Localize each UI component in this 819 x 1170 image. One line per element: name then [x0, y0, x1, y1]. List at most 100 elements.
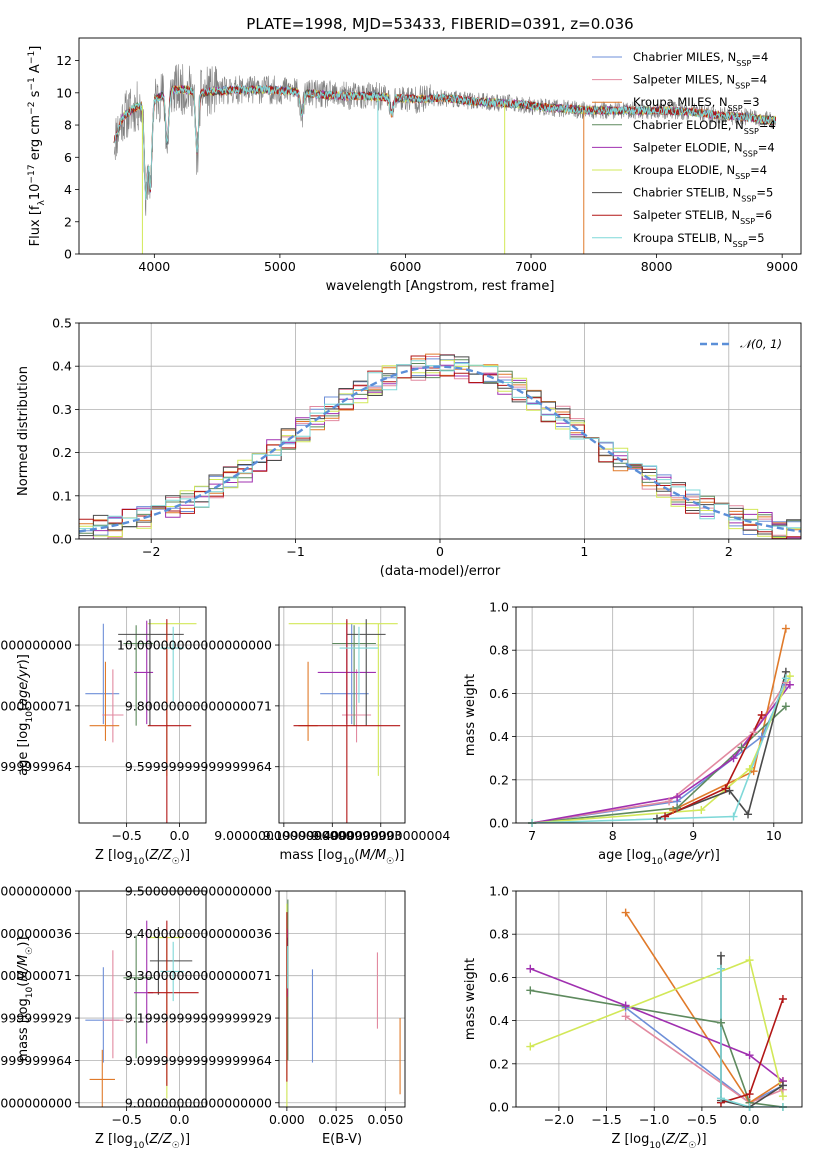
- x-tick-label: −1: [286, 544, 304, 559]
- x-tick-label: 0.025: [318, 1112, 354, 1127]
- x-tick-label: 2: [725, 544, 733, 559]
- errorbar-point: [89, 1049, 115, 1107]
- age_vs_mass-plot-area: [279, 607, 405, 823]
- y-tick-label: 9.59999999999999964: [0, 759, 72, 774]
- mass-weight-marker: [721, 784, 730, 793]
- legend-entry: Salpeter STELIB, NSSP=6: [633, 208, 772, 226]
- mass-weight-marker: [778, 1092, 787, 1101]
- x-tick-label: 0.0: [170, 1112, 190, 1127]
- x-tick-label: 7: [528, 828, 536, 843]
- y-tick-label: 0: [64, 247, 72, 262]
- y-tick-label: 0.6: [489, 686, 509, 701]
- legend-entry: Kroupa STELIB, NSSP=5: [633, 231, 765, 249]
- mass-weight-marker: [757, 732, 766, 741]
- weight_vs_age-frame: [515, 606, 803, 824]
- y-tick-label: 1.0: [489, 884, 509, 899]
- y-tick-label: 9.59999999999999964: [125, 759, 272, 774]
- y-tick-label: 9.19999999999999929: [0, 1011, 72, 1026]
- x-axis-label: wavelength [Angstrom, rest frame]: [326, 279, 555, 294]
- x-axis-label: Z [log10(Z/Z☉)]: [95, 848, 190, 867]
- x-tick-label: 6000: [390, 259, 422, 274]
- legend-entry: Chabrier ELODIE, NSSP=4: [633, 118, 776, 136]
- mass-weight-marker: [757, 711, 766, 719]
- mass-weight-marker: [729, 754, 738, 763]
- y-tick-label: 6: [64, 150, 72, 165]
- x-tick-label: 9.1999999999999993: [263, 828, 402, 843]
- x-tick-label: 9.0000000000000000: [214, 828, 353, 843]
- y-tick-label: 1.0: [489, 600, 509, 615]
- spectrum-legend: Chabrier MILES, NSSP=4 Salpeter MILES, NS…: [592, 50, 776, 248]
- y-axis-label: age [log10(age/yr)]: [16, 654, 35, 776]
- x-tick-label: 4000: [138, 259, 170, 274]
- residuals-panel: −2 −1 0 1 2 0.0 0.1 0.2 0.3 0.4 0.5 (data-model)/er…: [16, 316, 801, 579]
- spectrum-plot-area: [113, 64, 777, 254]
- y-tick-label: 0.2: [489, 772, 509, 787]
- y-tick-label: 9.00000000000000000: [125, 1095, 272, 1110]
- legend-entry: Kroupa MILES, NSSP=3: [633, 95, 760, 113]
- mass-weight-marker: [785, 672, 794, 681]
- errorbar-point: [332, 625, 376, 726]
- x-tick-label: 10: [766, 828, 782, 843]
- errorbar-point: [288, 623, 398, 776]
- mass_vs_Z-panel: −0.5 0.0 9.00000000000000000 9.099999999999…: [0, 884, 206, 1151]
- mass-weight-marker: [745, 956, 754, 965]
- age_vs_mass-frame: [278, 606, 406, 824]
- y-axis-label: Normed distribution: [16, 366, 31, 496]
- mass-weight-line: [720, 955, 784, 1107]
- chart-title: PLATE=1998, MJD=53433, FIBERID=0391, z=0…: [246, 15, 633, 33]
- y-axis-label: Flux [fλ10−17 erg cm−2 s−1 A−1]: [27, 46, 47, 247]
- mass_vs_ebv-frame: [278, 890, 406, 1108]
- y-tick-label: 10.00000000000000000: [0, 638, 72, 653]
- legend-entry: 𝒩(0, 1): [740, 337, 782, 351]
- errorbar-point: [339, 626, 379, 703]
- gaussian-curve: [79, 365, 801, 533]
- legend-entry: Salpeter ELODIE, NSSP=4: [633, 140, 775, 158]
- mass_vs_ebv-panel: 0.000 0.025 0.050 9.00000000000000000 9.0999…: [125, 884, 405, 1147]
- y-tick-label: 9.80000000000000071: [0, 698, 72, 713]
- residuals-plot-area: [79, 323, 801, 539]
- mass-weight-marker: [749, 728, 758, 737]
- spectrum-model-line: [113, 84, 777, 201]
- mass-weight-marker: [697, 806, 706, 815]
- age_vs_Z-plot-area: [79, 607, 206, 823]
- x-tick-label: 8000: [641, 259, 673, 274]
- mass-weight-marker: [621, 1012, 630, 1021]
- mass-weight-marker: [673, 803, 682, 812]
- age_vs_mass-panel: 9.00000000000000009.19999999999999939.40…: [117, 607, 450, 867]
- legend-entry: Salpeter MILES, NSSP=4: [633, 73, 767, 91]
- weight_vs_Z-panel: −2.0 −1.5 −1.0 −0.5 0.0 0.0 0.2 0.4 0.6 0.8 1.0 Z […: [463, 884, 802, 1151]
- y-tick-label: 9.40000000000000036: [125, 926, 272, 941]
- mass-weight-marker: [725, 786, 734, 795]
- x-tick-label: 0.0: [740, 1112, 760, 1127]
- mass-weight-marker: [745, 1051, 754, 1060]
- x-tick-label: 7000: [515, 259, 547, 274]
- mass-weight-marker: [778, 995, 787, 1003]
- y-axis-label: mass weight: [463, 958, 478, 1040]
- weight_vs_Z-plot-area: [516, 891, 802, 1107]
- y-tick-label: 0.1: [52, 488, 72, 503]
- x-axis-label: Z [log10(Z/Z☉)]: [611, 1132, 706, 1151]
- mass-weight-marker: [652, 814, 661, 823]
- errorbar-point: [89, 661, 120, 741]
- mass-weight-line: [532, 678, 787, 823]
- x-tick-label: 0.050: [367, 1112, 403, 1127]
- y-tick-label: 0.0: [489, 816, 509, 831]
- x-axis-label: mass [log10(M/M☉)]: [280, 848, 405, 867]
- mass-weight-marker: [661, 812, 670, 821]
- y-tick-label: 12: [56, 53, 72, 68]
- y-tick-label: 9.00000000000000000: [0, 1095, 72, 1110]
- errorbar-point: [298, 661, 318, 741]
- y-tick-label: 8: [64, 118, 72, 133]
- mass-weight-marker: [729, 812, 738, 821]
- residual-legend: 𝒩(0, 1): [700, 337, 782, 351]
- mass-weight-marker: [716, 1018, 725, 1027]
- y-tick-label: 9.19999999999999929: [125, 1011, 272, 1026]
- mass_vs_Z-frame: [78, 890, 207, 1108]
- y-tick-label: 9.30000000000000071: [125, 968, 272, 983]
- mass-weight-marker: [749, 767, 758, 776]
- y-tick-label: 9.30000000000000071: [0, 968, 72, 983]
- mass-weight-marker: [621, 1001, 630, 1010]
- y-tick-label: 0.3: [52, 402, 72, 417]
- mass-weight-marker: [665, 797, 674, 806]
- mass-weight-marker: [778, 1081, 787, 1090]
